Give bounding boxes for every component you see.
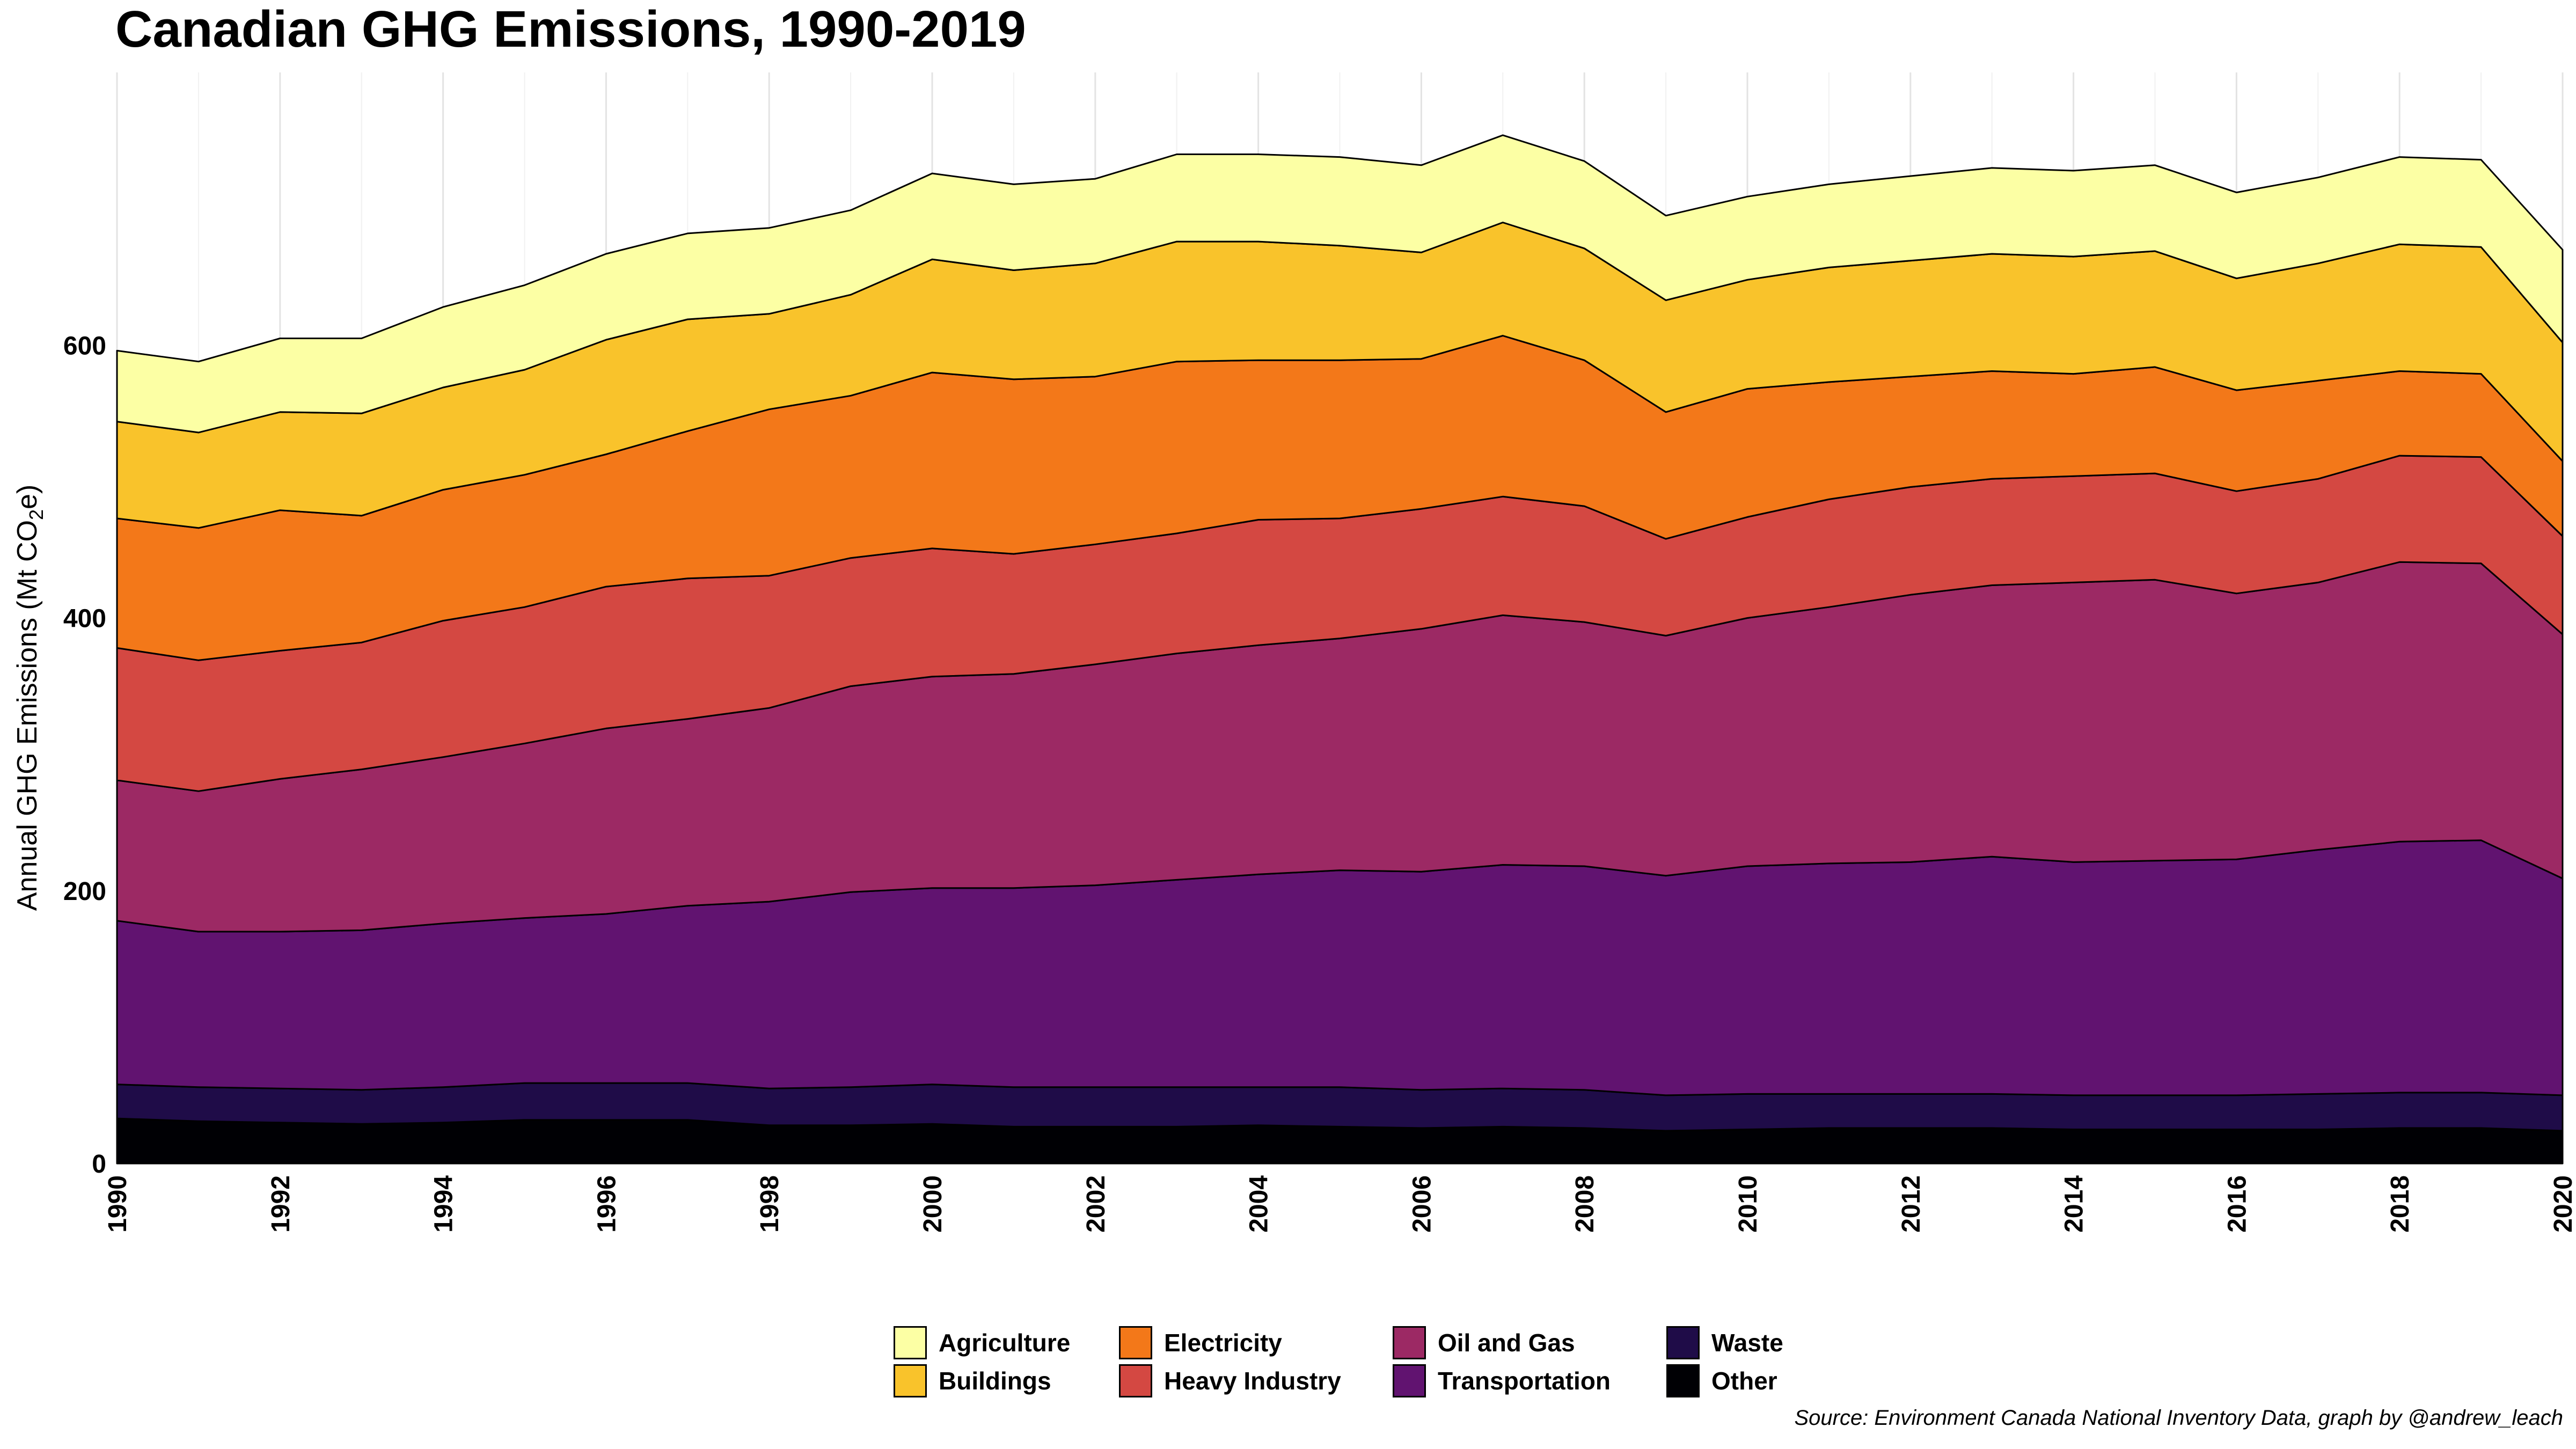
x-tick-label: 2004 [1245, 1175, 1274, 1233]
legend-item-buildings: Buildings [894, 1364, 1051, 1398]
x-tick-label: 2002 [1082, 1175, 1110, 1233]
legend-label: Agriculture [939, 1329, 1071, 1357]
x-tick-label: 2006 [1408, 1175, 1436, 1233]
x-tick-label: 2018 [2386, 1175, 2414, 1233]
legend-swatch [1666, 1364, 1700, 1397]
x-tick-label: 1990 [104, 1175, 132, 1233]
legend-swatch [894, 1364, 927, 1397]
stacked-areas [116, 134, 2564, 1165]
x-tick-label: 1998 [756, 1175, 784, 1233]
legend-swatch [1393, 1326, 1426, 1359]
y-tick-label: 0 [92, 1150, 106, 1179]
source-caption: Source: Environment Canada National Inve… [1794, 1406, 2563, 1430]
legend-swatch [894, 1326, 927, 1359]
y-tick-label: 600 [63, 332, 106, 360]
legend-label: Other [1711, 1367, 1777, 1395]
axes: 1990 1992 1994 1996 1998 2000 2002 2004 2006 2008… [63, 332, 2576, 1233]
x-tick-label: 1994 [430, 1175, 458, 1233]
legend-item-agriculture: Agriculture [894, 1326, 1070, 1360]
chart-title: Canadian GHG Emissions, 1990-2019 [115, 1, 1026, 58]
legend-label: Electricity [1164, 1329, 1282, 1357]
area-agriculture [116, 134, 2564, 434]
x-tick-label: 2020 [2549, 1175, 2576, 1233]
legend-label: Buildings [939, 1367, 1051, 1395]
legend-swatch [1666, 1326, 1700, 1359]
y-tick-label: 400 [63, 605, 106, 633]
legend-item-waste: Waste [1666, 1326, 1783, 1360]
legend-label: Waste [1711, 1329, 1783, 1357]
legend-swatch [1119, 1364, 1152, 1397]
x-tick-label: 2016 [2223, 1175, 2251, 1233]
x-tick-label: 2000 [919, 1175, 947, 1233]
legend-item-oil-and-gas: Oil and Gas [1393, 1326, 1575, 1360]
legend-label: Oil and Gas [1438, 1329, 1575, 1357]
x-tick-label: 2014 [2060, 1175, 2089, 1233]
x-tick-label: 2010 [1734, 1175, 1762, 1233]
x-tick-label: 1992 [267, 1175, 295, 1233]
y-axis-label: Annual GHG Emissions (Mt CO2e) [12, 485, 47, 911]
x-tick-label: 1996 [592, 1175, 621, 1233]
legend-item-electricity: Electricity [1119, 1326, 1282, 1360]
legend-swatch [1393, 1364, 1426, 1397]
legend-item-heavy-industry: Heavy Industry [1119, 1364, 1341, 1398]
y-axis-label-subscript: 2 [25, 509, 47, 520]
y-axis-label-text: Annual GHG Emissions (Mt CO [12, 520, 43, 911]
y-tick-label: 200 [63, 877, 106, 906]
x-tick-label: 2008 [1571, 1175, 1599, 1233]
legend-label: Transportation [1438, 1367, 1611, 1395]
legend-swatch [1119, 1326, 1152, 1359]
legend-item-other: Other [1666, 1364, 1777, 1398]
y-axis-label-suffix: e) [12, 485, 43, 509]
legend-label: Heavy Industry [1164, 1367, 1341, 1395]
legend-item-transportation: Transportation [1393, 1364, 1611, 1398]
x-tick-label: 2012 [1897, 1175, 1926, 1233]
